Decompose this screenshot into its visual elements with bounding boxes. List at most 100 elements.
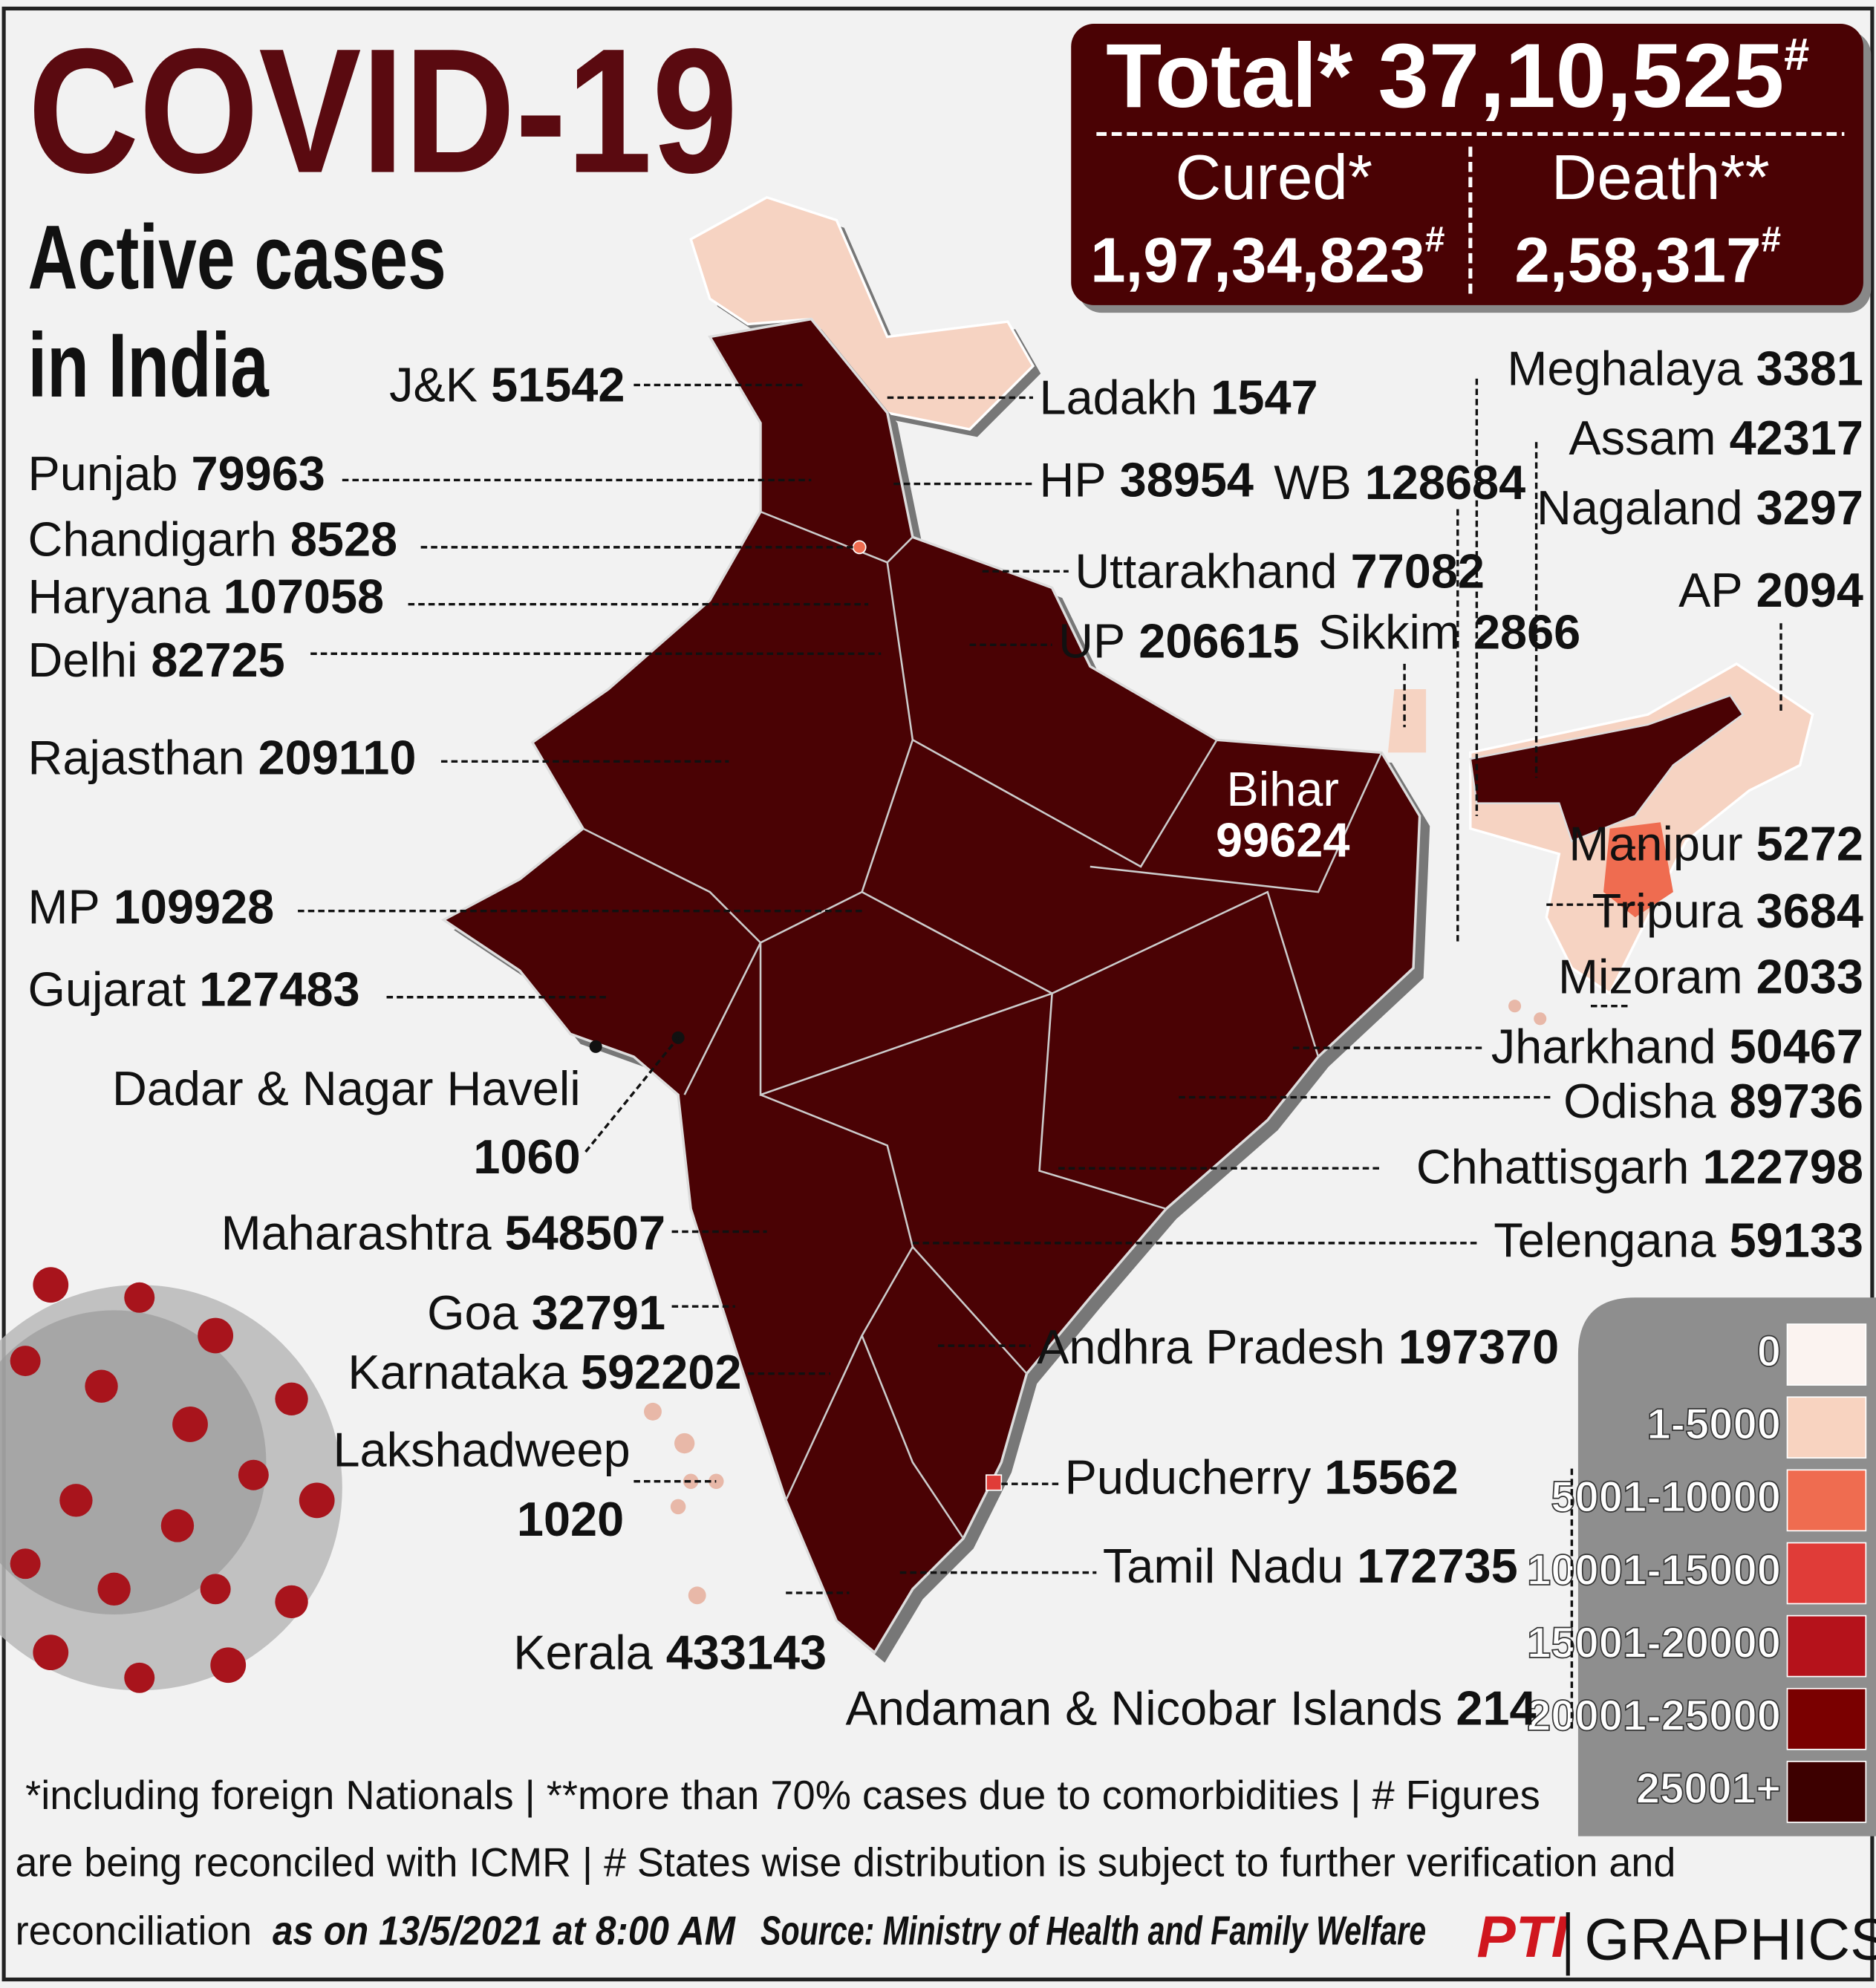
state-name: Rajasthan	[28, 730, 245, 784]
legend-swatch	[1786, 1323, 1867, 1386]
state-value: 51542	[491, 358, 625, 412]
state-value: 2094	[1756, 563, 1863, 617]
state-label: Haryana 107058	[28, 570, 385, 624]
footnote: are being reconciled with ICMR | # State…	[15, 1839, 1675, 1885]
state-label: Chhattisgarh 122798	[1416, 1140, 1863, 1194]
state-label: Gujarat 127483	[28, 962, 360, 1017]
state-name: Jharkhand	[1491, 1020, 1716, 1074]
puducherry-dot	[986, 1474, 1003, 1491]
chandigarh-dot	[852, 540, 867, 555]
state-label: Delhi 82725	[28, 633, 285, 687]
brand-text: GRAPHICS	[1584, 1906, 1876, 1972]
state-value: 592202	[581, 1345, 741, 1399]
state-value: 209110	[258, 730, 417, 784]
state-value: 82725	[151, 633, 284, 687]
total-mark: #	[1784, 29, 1809, 80]
state-name: Andhra Pradesh	[1037, 1320, 1385, 1374]
state-value: 2866	[1473, 604, 1580, 659]
state-name: AP	[1678, 563, 1743, 617]
state-name: MP	[28, 880, 100, 934]
state-value: 32791	[532, 1285, 665, 1340]
state-label: Mizoram 2033	[1558, 950, 1863, 1004]
state-name: Lakshadweep	[333, 1422, 630, 1476]
state-value: 59133	[1730, 1213, 1863, 1268]
state-value: 206615	[1139, 613, 1299, 668]
state-value: 122798	[1703, 1140, 1863, 1194]
state-name: Sikkim	[1318, 604, 1460, 659]
total-value: 37,10,525	[1378, 26, 1785, 128]
legend-swatch	[1786, 1396, 1867, 1459]
state-label: Tamil Nadu 172735	[1103, 1539, 1518, 1593]
state-value: 15562	[1324, 1450, 1458, 1505]
sikkim-shape	[1387, 689, 1427, 753]
state-name: Tamil Nadu	[1103, 1539, 1344, 1593]
state-label: Punjab 79963	[28, 446, 325, 501]
cured: 1,97,34,823#	[1090, 220, 1445, 296]
state-value: 127483	[199, 962, 359, 1017]
state-value: 109928	[114, 880, 274, 934]
state-name: Assam	[1569, 411, 1716, 465]
state-value: 1020	[517, 1492, 624, 1546]
state-label: MP 109928	[28, 880, 275, 934]
state-name: Tripura	[1592, 884, 1744, 938]
death-label: Death**	[1551, 143, 1770, 213]
state-label: Kerala 433143	[513, 1625, 827, 1679]
state-name: Punjab	[28, 446, 178, 501]
state-label: WB 128684	[1274, 455, 1525, 509]
state-label: Meghalaya 3381	[1507, 341, 1863, 395]
state-value: 89736	[1730, 1074, 1863, 1128]
state-name: J&K	[389, 358, 478, 412]
state-value: 79963	[192, 446, 325, 501]
state-value: 3297	[1756, 480, 1863, 535]
footnote: *including foreign Nationals | **more th…	[25, 1773, 1540, 1818]
state-value: 1547	[1211, 371, 1318, 425]
state-label: Nagaland 3297	[1537, 480, 1863, 535]
state-label: Ladakh 1547	[1040, 371, 1318, 425]
cured-value: 1,97,34,823	[1090, 225, 1425, 296]
state-label: Assam 42317	[1569, 411, 1863, 465]
state-name: UP	[1058, 613, 1125, 668]
subtitle: Active cases	[28, 207, 446, 309]
state-name: Telengana	[1494, 1213, 1716, 1268]
state-value: 197370	[1398, 1320, 1559, 1374]
footnote: reconciliation	[15, 1908, 252, 1953]
state-value: 548507	[505, 1205, 665, 1259]
state-label: Sikkim 2866	[1318, 604, 1580, 659]
state-label: AP 2094	[1678, 563, 1863, 617]
state-value: 8528	[290, 512, 397, 567]
leader-line	[584, 1037, 680, 1153]
state-label: Chandigarh 8528	[28, 512, 398, 567]
state-label: HP 38954	[1040, 453, 1254, 507]
state-value: 107058	[224, 570, 384, 624]
state-value: 214	[1456, 1681, 1536, 1736]
legend-swatch	[1786, 1761, 1867, 1823]
total-label: Total*	[1106, 26, 1352, 128]
state-label: J&K 51542	[389, 358, 625, 412]
death-mark: #	[1762, 220, 1782, 259]
assam-shape	[1469, 694, 1745, 843]
footer: *including foreign Nationals | **more th…	[15, 1773, 1876, 1976]
legend-label: 25001+	[1636, 1764, 1781, 1813]
state-value: 2033	[1756, 950, 1863, 1004]
cured-mark: #	[1425, 220, 1445, 259]
state-label: Manipur 5272	[1569, 816, 1863, 870]
state-value: 77082	[1351, 544, 1485, 599]
state-name: Karnataka	[348, 1345, 568, 1399]
state-value: 42317	[1730, 411, 1863, 465]
summary-box: Total* 37,10,525# Cured* 1,97,34,823# De…	[1071, 23, 1872, 313]
state-value: 99624	[1216, 812, 1349, 867]
state-label: Uttarakhand 77082	[1075, 544, 1485, 599]
state-value: 172735	[1357, 1539, 1517, 1593]
death: 2,58,317#	[1514, 220, 1781, 296]
state-name: Andaman & Nicobar Islands	[846, 1681, 1443, 1736]
state-name: Nagaland	[1537, 480, 1743, 535]
state-value: 3381	[1756, 341, 1863, 395]
state-name: Delhi	[28, 633, 138, 687]
state-value: 1060	[473, 1130, 580, 1184]
state-name: Manipur	[1569, 816, 1742, 870]
state-value: 128684	[1365, 455, 1525, 509]
state-value: 38954	[1120, 453, 1254, 507]
state-value: 50467	[1730, 1020, 1863, 1074]
state-label: Tripura 3684	[1592, 884, 1863, 938]
